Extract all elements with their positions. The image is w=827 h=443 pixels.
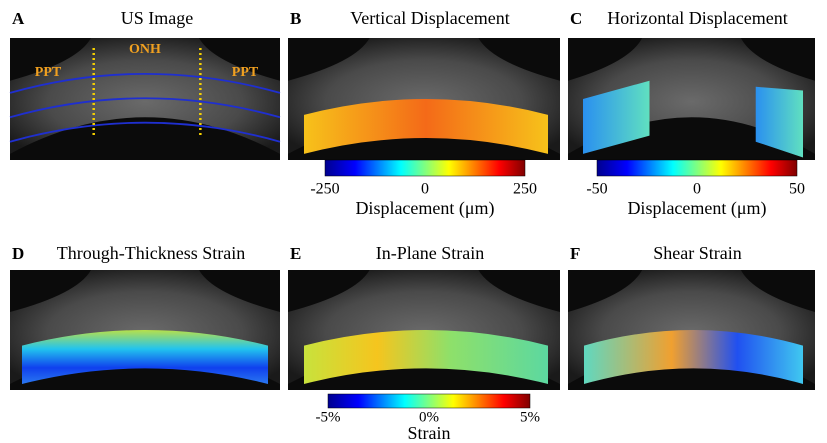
colorbar-label: Displacement (μm)	[627, 198, 766, 219]
colorbar-tick-label: 50	[789, 181, 805, 198]
panel-letter: E	[290, 244, 301, 263]
colorbar	[597, 160, 797, 176]
region-label: PPT	[35, 65, 62, 80]
panel-title: US Image	[121, 8, 193, 28]
colorbar-label: Displacement (μm)	[355, 198, 494, 219]
colorbar	[328, 394, 530, 408]
panel-letter: B	[290, 9, 301, 28]
panel-title: Horizontal Displacement	[607, 8, 787, 28]
region-label: PPT	[232, 65, 259, 80]
colorbar-tick-label: 250	[513, 181, 537, 198]
colorbar-label: Strain	[408, 423, 451, 443]
colorbar	[325, 160, 525, 176]
panel-title: Vertical Displacement	[350, 8, 509, 28]
panel-title: Shear Strain	[653, 243, 741, 263]
colorbar-tick-label: -50	[586, 181, 607, 198]
colorbar-tick-label: -5%	[316, 409, 341, 425]
colorbar-tick-label: -250	[310, 181, 339, 198]
region-label: ONH	[129, 42, 161, 57]
panel-title: Through-Thickness Strain	[57, 243, 245, 263]
colorbar-tick-label: 0	[421, 181, 429, 198]
panel-letter: F	[570, 244, 580, 263]
panel-letter: A	[12, 9, 25, 28]
colorbar-tick-label: 5%	[520, 409, 540, 425]
panel-title: In-Plane Strain	[376, 243, 484, 263]
figure: A US Image PPT ONH PPT B Vertical Displacement…	[0, 0, 827, 443]
panel-letter: C	[570, 9, 582, 28]
colorbar-tick-label: 0	[693, 181, 701, 198]
panel-letter: D	[12, 244, 24, 263]
